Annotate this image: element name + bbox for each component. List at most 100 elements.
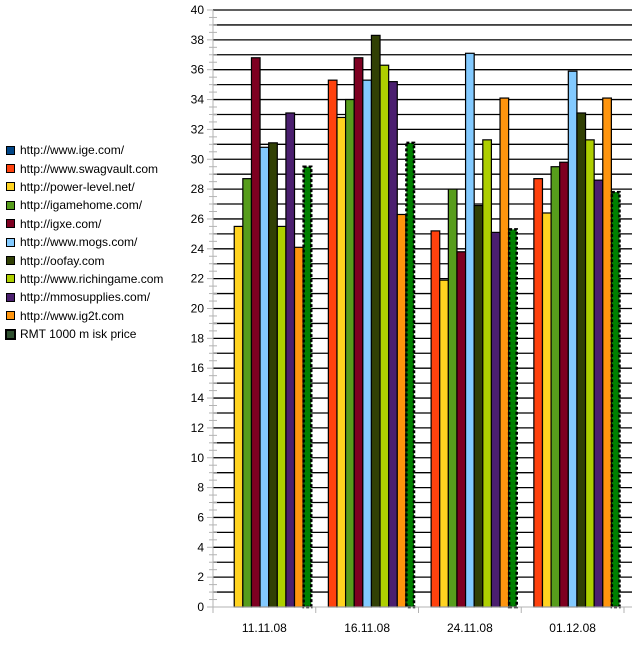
y-tick-label: 24: [191, 242, 205, 256]
legend-swatch: [6, 292, 15, 302]
bar: [576, 112, 587, 608]
bar-rmt-price: [405, 141, 416, 609]
bar: [456, 251, 467, 608]
legend-item: http://www.richingame.com: [6, 270, 163, 288]
bar: [482, 139, 493, 608]
y-tick-label: 8: [197, 481, 204, 495]
legend-swatch: [6, 164, 15, 174]
legend-swatch: [6, 311, 15, 321]
y-tick-label: 28: [191, 182, 205, 196]
bar: [259, 146, 270, 608]
legend: http://www.ige.com/http://www.swagvault.…: [5, 141, 163, 343]
y-tick-label: 6: [197, 510, 204, 524]
x-tick-label: 01.12.08: [549, 621, 596, 635]
legend-item: http://www.mogs.com/: [6, 233, 163, 251]
legend-label: http://www.mogs.com/: [20, 235, 138, 250]
y-tick-label: 32: [191, 122, 205, 136]
y-tick-label: 30: [191, 152, 205, 166]
bar: [490, 231, 501, 608]
legend-swatch: [6, 200, 15, 210]
x-tick-label: 24.11.08: [447, 621, 493, 635]
legend-label: http://mmosupplies.com/: [20, 290, 151, 305]
legend-item: http://mmosupplies.com/: [6, 288, 163, 306]
bar: [268, 142, 278, 608]
bar: [447, 188, 458, 608]
y-tick-label: 26: [191, 212, 205, 226]
legend-item: http://igamehome.com/: [6, 196, 163, 214]
legend-label: http://www.ige.com/: [20, 143, 125, 158]
y-tick-label: 10: [191, 451, 205, 465]
legend-label: http://www.swagvault.com: [20, 161, 159, 176]
bar: [327, 79, 338, 608]
legend-label: http://igxe.com/: [20, 216, 102, 231]
y-tick-label: 14: [191, 391, 205, 405]
legend-item: http://www.swagvault.com: [6, 159, 163, 177]
bar: [336, 116, 347, 608]
bar: [602, 97, 612, 608]
bar: [396, 213, 407, 608]
y-tick-label: 34: [191, 93, 205, 107]
bar: [379, 64, 390, 608]
bar: [559, 161, 569, 608]
legend-item: http://igxe.com/: [6, 215, 163, 233]
legend-swatch: [6, 237, 15, 247]
bar: [533, 178, 544, 608]
bar: [499, 97, 510, 608]
bar: [285, 112, 296, 608]
bar-rmt-price: [507, 228, 518, 609]
y-tick-label: 18: [191, 331, 205, 345]
y-tick-label: 40: [191, 3, 205, 17]
bar: [473, 204, 484, 608]
bar: [250, 57, 261, 608]
bar: [233, 225, 244, 608]
bar: [353, 57, 364, 608]
bar: [550, 166, 561, 608]
bar: [293, 246, 304, 608]
legend-swatch: [6, 219, 15, 229]
bar: [276, 225, 287, 608]
bar: [464, 52, 475, 608]
legend-item: http://www.ige.com/: [6, 141, 163, 159]
legend-swatch: [6, 145, 15, 155]
legend-item: http://oofay.com: [6, 251, 163, 269]
bar: [584, 139, 595, 608]
legend-label: http://www.richingame.com: [20, 271, 164, 286]
bar: [388, 81, 398, 608]
y-tick-label: 38: [191, 33, 205, 47]
legend-swatch: [5, 328, 16, 340]
y-tick-label: 0: [197, 600, 204, 614]
y-tick-label: 4: [197, 540, 204, 554]
axes: [207, 9, 632, 613]
legend-label: RMT 1000 m isk price: [20, 327, 137, 342]
bar: [430, 230, 441, 608]
y-tick-label: 16: [191, 361, 205, 375]
bar: [242, 178, 253, 608]
x-tick-labels: 11.11.08 16.11.08 24.11.08 01.12.08: [242, 621, 596, 635]
legend-label: http://power-level.net/: [20, 179, 135, 194]
legend-label: http://oofay.com: [20, 253, 105, 268]
bar: [439, 279, 449, 608]
legend-swatch: [6, 182, 15, 192]
bar: [370, 34, 381, 608]
bar: [593, 179, 604, 608]
legend-label: http://www.ig2t.com: [20, 308, 125, 323]
legend-item: RMT 1000 m isk price: [5, 325, 163, 343]
bar: [344, 98, 355, 608]
y-tick-label: 2: [197, 570, 204, 584]
x-tick-label: 11.11.08: [242, 621, 287, 635]
legend-swatch: [6, 274, 15, 284]
bar-rmt-price: [302, 165, 313, 609]
bar: [541, 212, 552, 608]
bar: [567, 70, 578, 608]
y-tick-label: 22: [191, 272, 205, 286]
bar-rmt-price: [610, 190, 621, 609]
legend-label: http://igamehome.com/: [20, 198, 143, 213]
y-tick-label: 20: [191, 302, 205, 316]
legend-item: http://power-level.net/: [6, 178, 163, 196]
x-tick-label: 16.11.08: [344, 621, 390, 635]
legend-item: http://www.ig2t.com: [6, 307, 163, 325]
bar: [362, 79, 373, 608]
y-tick-label: 36: [191, 63, 205, 77]
